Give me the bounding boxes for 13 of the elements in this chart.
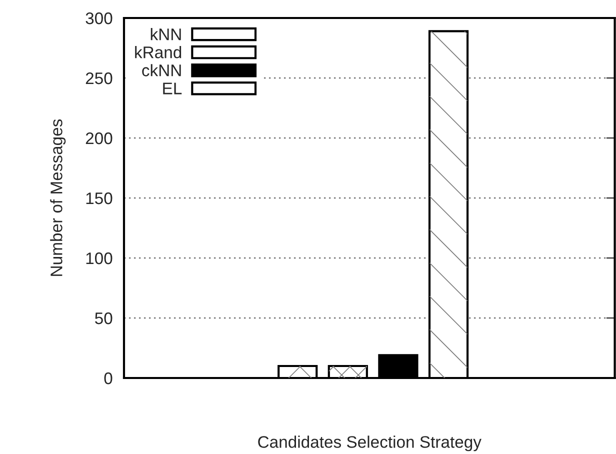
y-tick-label: 200: [86, 132, 112, 144]
x-axis-title: Candidates Selection Strategy: [258, 436, 482, 452]
legend-label: EL: [163, 82, 182, 94]
y-tick-label: 250: [86, 72, 112, 84]
y-tick-label: 100: [86, 252, 112, 264]
y-axis-title: Number of Messages: [50, 119, 66, 276]
y-tick-label: 50: [95, 312, 112, 324]
legend-label: kRand: [135, 46, 182, 58]
y-tick-label: 300: [86, 12, 112, 24]
legend-label: kNN: [150, 28, 181, 40]
y-tick-label: 0: [104, 372, 112, 384]
legend-label: ckNN: [142, 64, 181, 76]
y-tick-label: 150: [86, 192, 112, 204]
